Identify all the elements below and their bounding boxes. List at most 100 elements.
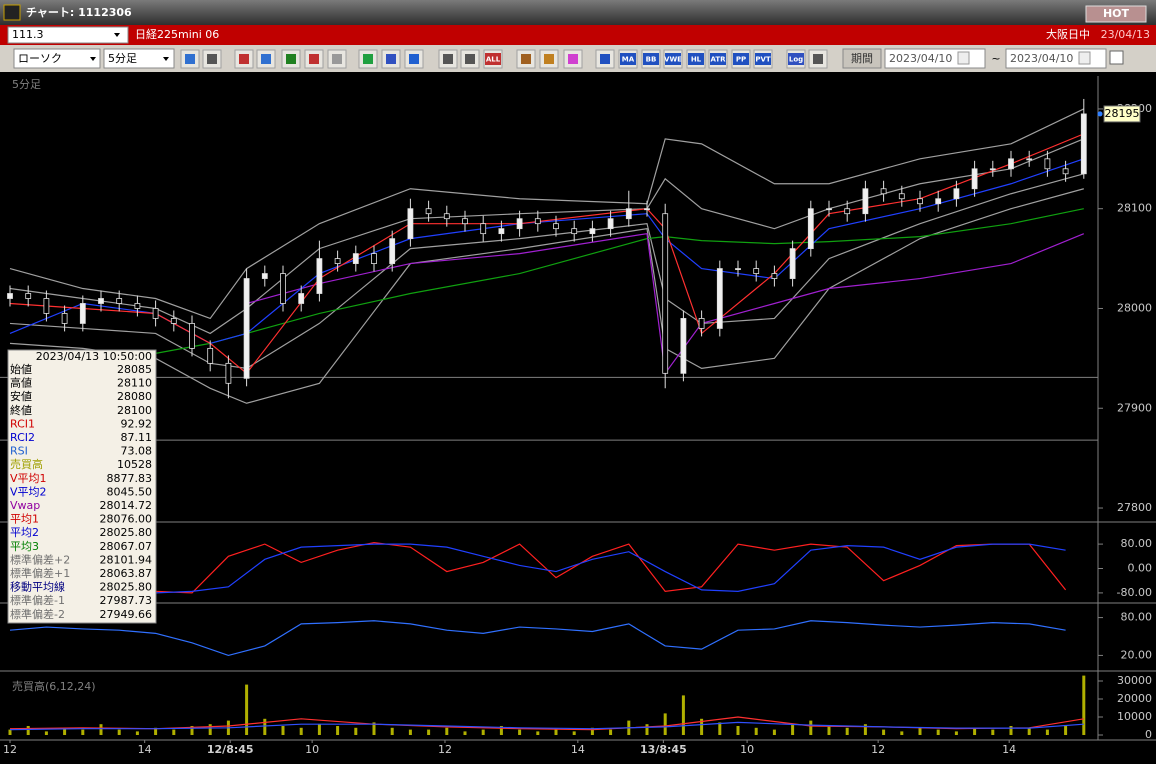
icon-glyph [386, 54, 396, 64]
candle-body [152, 308, 159, 319]
dropdown-arrow [90, 57, 96, 61]
volume-bar [44, 731, 48, 735]
volume-bar [718, 722, 722, 735]
volume-bar [845, 727, 849, 735]
volume-bar [918, 727, 922, 735]
x-tick-label: 12/8:45 [207, 743, 254, 756]
volume-bar [681, 695, 685, 735]
icon-glyph [521, 54, 531, 64]
volume-bar [390, 727, 394, 735]
x-tick-label: 10 [305, 743, 319, 756]
volume-bar [936, 729, 940, 735]
x-tick-label: 14 [138, 743, 152, 756]
icon-glyph [261, 54, 271, 64]
volume-bar [208, 724, 212, 735]
icon-glyph [309, 54, 319, 64]
checkbox[interactable] [1109, 50, 1124, 65]
hot-button[interactable] [1085, 5, 1147, 23]
volume-bar [263, 718, 267, 735]
chart-type-select[interactable] [13, 48, 101, 69]
candle-body [298, 293, 305, 304]
volume-bar [281, 726, 285, 735]
info-value: 73.08 [121, 445, 153, 458]
info-label: 平均1 [10, 513, 39, 526]
icon-glyph [544, 54, 554, 64]
candle-body [971, 168, 978, 190]
oscillator-line [9, 543, 1066, 595]
icon-label: VWE [664, 56, 682, 64]
volume-bar [463, 731, 467, 735]
hot-label: HOT [1103, 7, 1130, 20]
icon-glyph [485, 53, 501, 65]
x-tick-label: 10 [740, 743, 754, 756]
volume-bar [481, 729, 485, 735]
volume-bar [973, 727, 977, 735]
volume-bar [1082, 675, 1086, 735]
info-value: 8877.83 [107, 472, 153, 485]
toolbar-icons: ALL MA BB VWE HL ATR PP PVT Log [180, 49, 828, 69]
volume-bar [499, 726, 503, 735]
volume-bar [8, 729, 12, 735]
candle-body [25, 293, 32, 299]
candle-body [1080, 113, 1087, 175]
info-time: 2023/04/13 10:50:00 [36, 350, 152, 363]
candle-body [680, 318, 687, 374]
candle-body [571, 228, 578, 235]
info-value: 27987.73 [100, 594, 153, 607]
volume-bar [772, 729, 776, 735]
oscillator-line [9, 541, 1067, 596]
y-tick-label: 10000 [1117, 710, 1152, 723]
volume-average [9, 721, 1084, 731]
volume-bar [26, 726, 30, 735]
volume-bar [518, 729, 522, 735]
panel-label: 売買高(6,12,24) [12, 679, 96, 693]
candle-body [134, 303, 141, 309]
candle-body [989, 168, 996, 171]
interval-select[interactable] [103, 48, 175, 69]
info-value: 28101.94 [100, 553, 153, 566]
symbol-name: 日経225mini 06 [135, 28, 219, 41]
volume-bar [445, 727, 449, 735]
candle-body [243, 278, 250, 379]
icon-glyph [688, 53, 704, 65]
icon-glyph [788, 53, 804, 65]
candle-body [789, 248, 796, 279]
symbol-select[interactable] [7, 26, 129, 44]
info-value: 10528 [117, 458, 152, 471]
info-value: 28025.80 [100, 581, 153, 594]
app-icon [3, 4, 21, 21]
calendar-button[interactable] [957, 51, 970, 65]
icon-label: MA [622, 56, 635, 64]
icon-glyph [332, 54, 342, 64]
x-tick-label: 13/8:45 [640, 743, 687, 756]
candle-body [389, 238, 396, 264]
candle-body [480, 223, 487, 235]
plot-background [0, 73, 1156, 760]
info-value: 92.92 [121, 417, 153, 430]
icon-glyph [600, 54, 610, 64]
volume-bar [299, 727, 303, 735]
y-tick-label: 20000 [1117, 692, 1152, 705]
icon-label: ATR [710, 56, 726, 64]
candle-body [1062, 168, 1069, 175]
candle-body [462, 218, 468, 225]
candle-body [644, 208, 650, 211]
info-label: 売買高 [10, 457, 43, 471]
volume-bar [190, 726, 194, 735]
candle-body [662, 213, 669, 374]
info-label: 標準偏差-1 [10, 593, 65, 607]
candle-body [225, 362, 232, 384]
volume-bar [336, 726, 340, 735]
indicator-line [9, 188, 1084, 404]
info-label: RCI1 [10, 417, 35, 430]
period-button[interactable] [842, 48, 882, 69]
chart-type: ローソク [18, 52, 62, 65]
calendar-button[interactable] [1078, 51, 1091, 65]
info-label: 終値 [10, 403, 32, 417]
candle-body [371, 253, 377, 264]
candle-body [935, 198, 942, 205]
icon-label: PP [736, 56, 746, 64]
date-from-text: 2023/04/10 [889, 52, 952, 65]
